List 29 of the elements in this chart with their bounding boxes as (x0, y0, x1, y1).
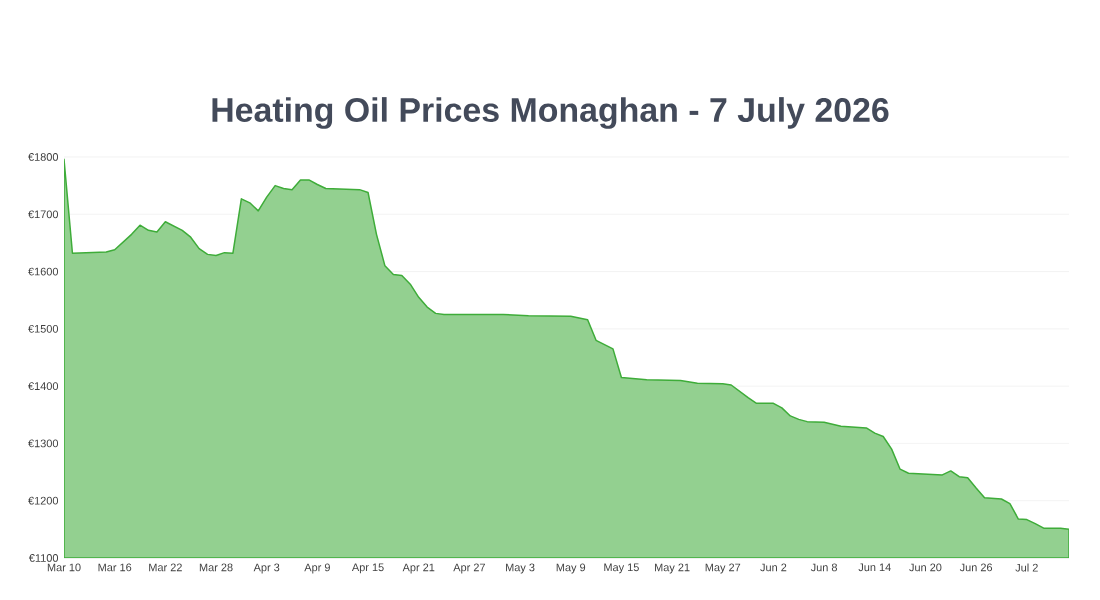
x-tick-label: Jun 20 (909, 563, 942, 572)
x-tick-label: Jun 14 (858, 563, 891, 572)
x-tick-label: Apr 21 (402, 563, 435, 574)
x-tick-label: Mar 10 (47, 563, 81, 572)
x-tick-label: Jun 8 (810, 563, 837, 572)
x-tick-label: May 15 (604, 563, 639, 574)
y-tick-label: €1300 (28, 439, 59, 448)
y-tick-label: €1200 (28, 496, 59, 505)
x-tick-label: May 3 (506, 563, 535, 574)
x-tick-label: May 27 (705, 563, 741, 574)
x-tick-label: Jun 26 (959, 563, 993, 572)
x-tick-label: Apr 3 (253, 563, 280, 574)
x-tick-label: Mar 22 (149, 563, 182, 572)
x-tick-label: Mar 28 (199, 563, 233, 572)
y-tick-label: €1800 (28, 153, 59, 161)
x-tick-label: May 9 (556, 563, 586, 574)
x-tick-label: Jul 2 (1015, 563, 1038, 572)
x-tick-label: Apr 27 (453, 563, 485, 574)
x-tick-label: Apr 15 (351, 563, 384, 574)
x-tick-label: Mar 16 (98, 563, 132, 572)
y-tick-label: €1100 (28, 554, 59, 562)
y-tick-label: €1700 (28, 210, 59, 219)
x-tick-label: Jun 2 (760, 563, 787, 572)
y-tick-label: €1600 (28, 267, 59, 276)
y-tick-label: €1400 (28, 382, 59, 391)
x-tick-label: May 21 (655, 563, 690, 574)
chart-title: Heating Oil Prices Monaghan - 7 July 2026 (212, 97, 889, 129)
x-tick-label: Apr 9 (304, 563, 330, 574)
y-tick-label: €1500 (28, 324, 59, 333)
